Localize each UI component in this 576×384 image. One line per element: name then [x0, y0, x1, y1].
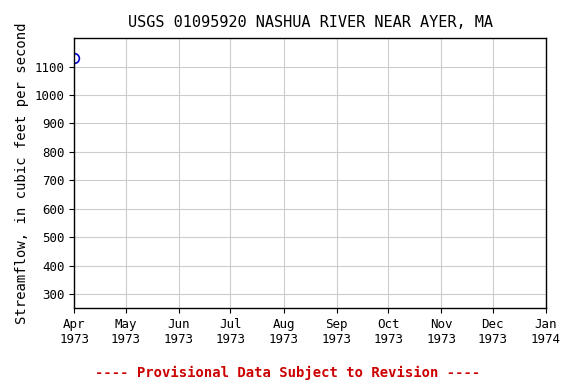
Title: USGS 01095920 NASHUA RIVER NEAR AYER, MA: USGS 01095920 NASHUA RIVER NEAR AYER, MA	[128, 15, 492, 30]
Text: ---- Provisional Data Subject to Revision ----: ---- Provisional Data Subject to Revisio…	[96, 366, 480, 380]
Y-axis label: Streamflow, in cubic feet per second: Streamflow, in cubic feet per second	[15, 22, 29, 324]
